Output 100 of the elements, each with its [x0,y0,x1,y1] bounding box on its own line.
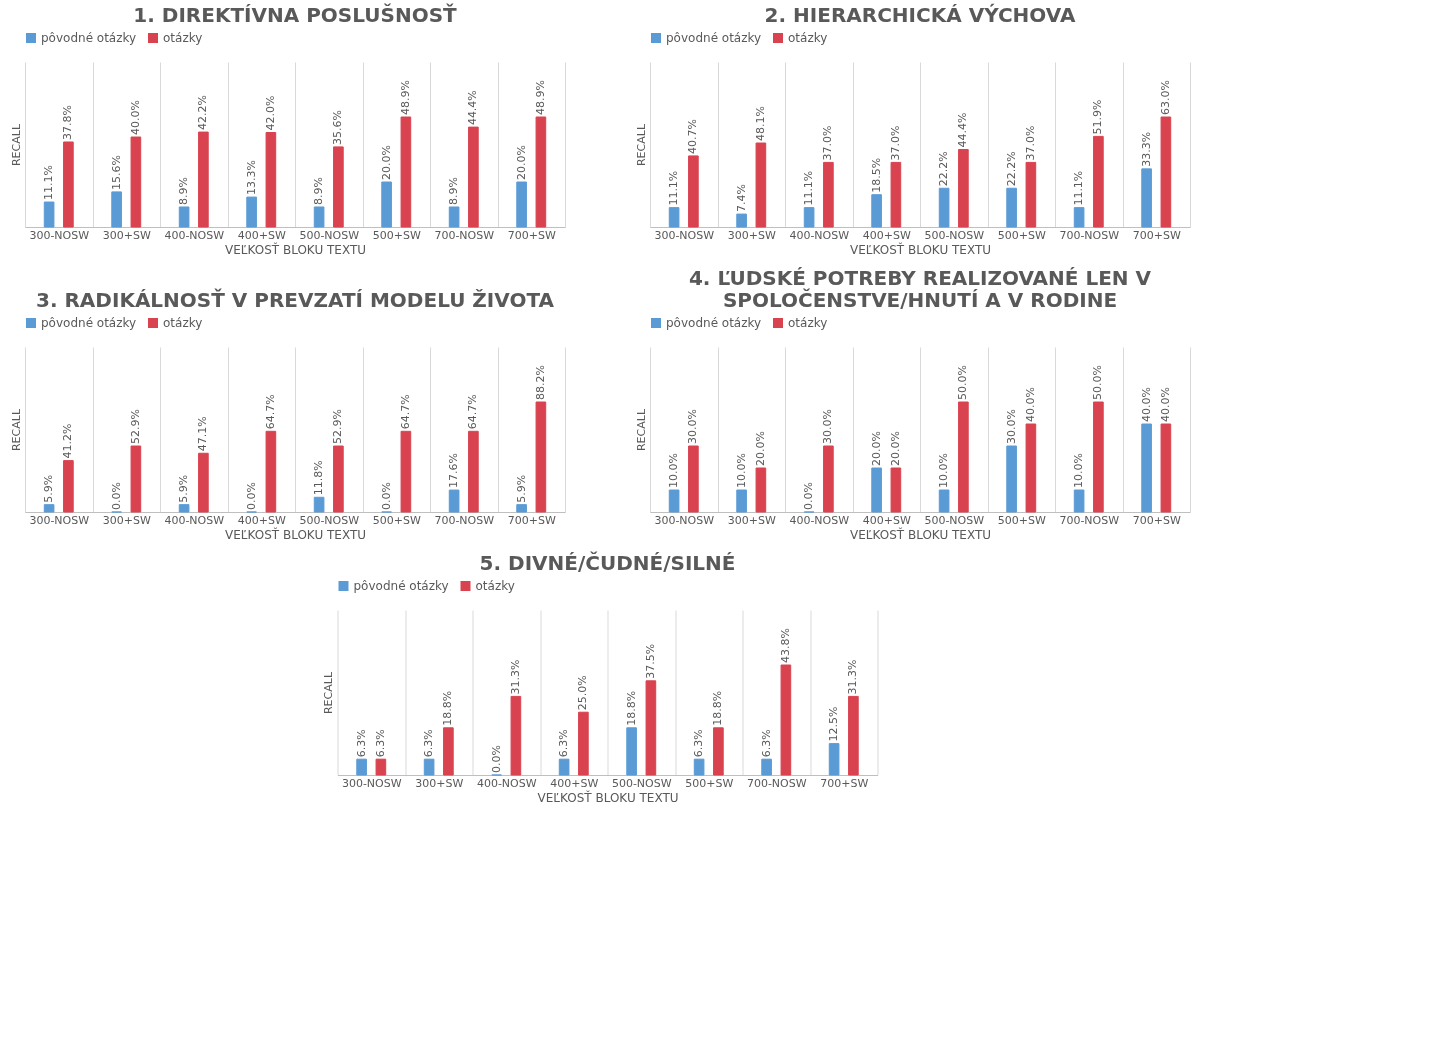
x-axis-title: VEĽKOSŤ BLOKU TEXTU [849,526,992,542]
bar [1160,423,1172,513]
data-label: 6.3% [422,729,436,758]
data-label: 8.9% [312,177,326,205]
data-label: 41.2% [61,423,75,459]
bar [755,142,767,228]
bar [178,206,190,228]
bar [871,194,882,228]
bar [938,489,950,513]
bar [198,452,209,513]
bar [848,695,859,776]
data-label: 22.2% [937,151,951,187]
data-label: 8.9% [447,177,461,205]
x-tick-label: 400-NOSW [476,776,537,790]
bar [1073,207,1085,228]
x-tick-label: 300-NOSW [654,513,715,527]
data-label: 25.0% [576,675,590,711]
bar [1073,489,1085,513]
data-label: 40.7% [686,118,700,154]
x-tick-label: 300+SW [102,513,151,527]
x-tick-label: 400+SW [862,228,911,242]
x-tick-label: 700+SW [507,513,556,527]
x-tick-label: 300+SW [727,513,776,527]
data-label: 37.8% [61,105,75,140]
bar [535,401,547,513]
x-tick-label: 700-NOSW [434,513,495,527]
bar [265,132,277,228]
data-label: 12.5% [827,706,841,742]
bar [871,467,882,513]
y-axis-title: RECALL [9,408,23,452]
data-label: 0.0% [109,482,123,510]
x-axis-title: VEĽKOSŤ BLOKU TEXTU [224,526,367,542]
bar [381,181,392,228]
bar [1006,187,1017,228]
y-axis-title: RECALL [322,671,335,715]
data-label: 63.0% [1158,80,1172,115]
bar [1093,135,1104,228]
x-tick-label: 300-NOSW [29,513,90,527]
data-label: 0.0% [802,482,816,510]
x-tick-label: 500+SW [372,228,421,242]
x-tick-label: 400+SW [862,513,911,527]
x-tick-label: 400-NOSW [164,228,225,242]
bar [828,743,840,776]
data-label: 0.0% [489,745,503,773]
chart-title: 3. RADIKÁLNOSŤ V PREVZATÍ MODELU ŽIVOTA [35,288,555,312]
bar [130,136,142,228]
x-tick-label: 300-NOSW [341,776,402,790]
data-label: 15.6% [109,154,123,190]
bar [1141,423,1152,513]
data-label: 18.8% [711,690,725,726]
data-label: 10.0% [667,453,681,488]
legend-label: pôvodné otázky [41,31,137,45]
data-label: 33.3% [1139,131,1153,167]
x-tick-label: 500-NOSW [299,228,360,242]
data-label: 22.2% [1004,151,1018,187]
x-tick-label: 700-NOSW [1059,513,1120,527]
bar [1025,161,1037,228]
data-label: 35.6% [331,109,345,145]
x-tick-label: 500-NOSW [924,228,985,242]
data-label: 44.4% [466,90,480,126]
data-label: 6.3% [354,729,368,758]
bar [1025,423,1037,513]
bar [468,126,479,228]
bar [780,664,792,776]
bar [510,695,522,776]
bar [736,489,747,513]
y-axis-title: RECALL [634,408,648,452]
data-label: 10.0% [1072,453,1086,488]
x-tick-label: 500+SW [685,776,734,790]
x-tick-label: 500-NOSW [611,776,672,790]
data-label: 7.4% [734,184,748,213]
bar [823,445,834,513]
data-label: 64.7% [398,394,412,430]
data-label: 11.1% [667,170,681,206]
x-tick-label: 400+SW [237,228,286,242]
data-label: 20.0% [888,431,902,466]
bar [423,758,435,776]
x-tick-label: 300+SW [102,228,151,242]
bar [958,148,969,228]
data-label: 6.3% [373,729,387,758]
y-axis-title: RECALL [9,123,23,167]
x-tick-label: 500-NOSW [299,513,360,527]
x-tick-label: 300-NOSW [29,228,90,242]
bar [535,116,547,228]
data-label: 10.0% [937,453,951,488]
data-label: 11.8% [312,460,326,496]
data-label: 37.0% [1023,125,1037,161]
data-label: 0.0% [244,482,258,510]
bar [890,161,902,228]
data-label: 5.9% [177,474,191,503]
data-label: 0.0% [379,482,393,510]
data-label: 20.0% [869,431,883,466]
data-label: 52.9% [331,409,345,445]
x-tick-label: 400-NOSW [164,513,225,527]
data-label: 11.1% [1072,170,1086,206]
x-tick-label: 400-NOSW [789,228,850,242]
data-label: 43.8% [778,628,792,663]
x-tick-label: 500+SW [997,513,1046,527]
bar [43,201,55,228]
x-tick-label: 700+SW [820,776,869,790]
